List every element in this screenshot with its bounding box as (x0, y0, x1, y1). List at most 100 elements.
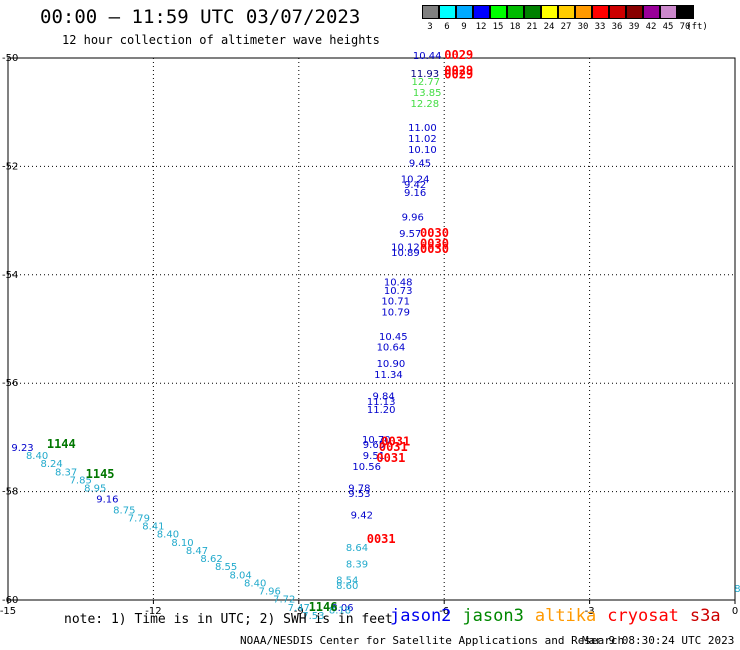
wave-height-label: 10.64 (377, 343, 406, 354)
pass-time-label: 0030 (420, 226, 449, 240)
y-tick-label: -56 (2, 378, 18, 389)
wave-height-label: 11.93 (410, 69, 439, 80)
pass-time-label: 0029 (444, 48, 473, 62)
wave-height-label: 8.55 (215, 562, 237, 573)
satellite-legend: jason2 jason3 altika cryosat s3a (390, 606, 732, 626)
wave-height-label: 9.84 (372, 391, 394, 402)
pass-time-label: 0031 (367, 532, 396, 546)
wave-height-label: 10.45 (379, 332, 408, 343)
wave-height-label: 8.60 (336, 581, 358, 592)
wave-height-label: 8 (734, 584, 740, 595)
scale-swatch (677, 5, 694, 19)
wave-height-label: 8.40 (26, 451, 48, 462)
wave-height-label: 10.71 (381, 297, 410, 308)
scale-label: 39 (628, 22, 640, 32)
wave-height-label: 11.00 (408, 123, 437, 134)
x-tick-label: -3 (585, 606, 595, 617)
wave-height-label: 9.16 (404, 188, 426, 199)
scale-swatch (456, 5, 473, 19)
wave-height-label: 12.28 (410, 99, 439, 110)
scale-label: 3 (427, 22, 433, 32)
wave-height-label: 10.10 (408, 145, 437, 156)
wave-height-label: 9.78 (348, 484, 370, 495)
scale-label: 42 (645, 22, 657, 32)
scale-label: 9 (461, 22, 467, 32)
scale-label: 15 (492, 22, 504, 32)
scale-label: 30 (577, 22, 589, 32)
wave-height-label: 9.96 (402, 213, 424, 224)
scale-label: 6 (444, 22, 450, 32)
wave-height-label: 8.41 (142, 522, 164, 533)
plot-frame (7, 57, 736, 601)
wave-height-label: 10.90 (377, 359, 406, 370)
wave-height-label: 10.79 (381, 307, 410, 318)
scale-swatch (609, 5, 626, 19)
wave-height-label: 12.77 (411, 77, 440, 88)
wave-height-label: 7.96 (259, 587, 281, 598)
scale-label: 70 (679, 22, 691, 32)
scale-label: 21 (526, 22, 538, 32)
wave-height-label: 8.64 (346, 543, 368, 554)
wave-height-label: 8.39 (346, 559, 368, 570)
scale-unit: (ft) (686, 22, 708, 32)
scale-swatch (626, 5, 643, 19)
scale-swatch (592, 5, 609, 19)
scale-swatch (473, 5, 490, 19)
wave-height-label: 8.18 (329, 606, 351, 617)
wave-height-label: 10.24 (401, 175, 430, 186)
y-tick-label: -60 (2, 595, 18, 606)
y-tick-label: -52 (2, 161, 18, 172)
x-tick-label: -15 (0, 606, 16, 617)
y-tick-label: -50 (2, 53, 18, 64)
wave-height-label: 10.70 (362, 435, 391, 446)
wave-height-label: 7.53 (302, 611, 324, 622)
y-tick-label: -54 (2, 270, 18, 281)
wave-height-label: 9.53 (348, 489, 370, 500)
satellite-legend-entry: jason2 (390, 606, 452, 626)
pass-time-label: 0031 (379, 440, 408, 454)
wave-height-label: 11.34 (374, 370, 403, 381)
wave-height-label: 10.56 (352, 462, 381, 473)
x-tick-label: -6 (439, 606, 449, 617)
scale-label: 18 (509, 22, 521, 32)
wave-height-label: 7.79 (128, 513, 150, 524)
wave-height-label: 9.16 (96, 494, 118, 505)
wave-height-label: 11.13 (367, 397, 396, 408)
scale-label: 27 (560, 22, 572, 32)
scale-swatch (524, 5, 541, 19)
scale-swatch (490, 5, 507, 19)
pass-time-label: 1144 (47, 437, 76, 451)
scale-swatch (558, 5, 575, 19)
wave-height-label: 13.85 (413, 88, 442, 99)
wave-height-label: 8.75 (113, 505, 135, 516)
wave-height-label: 7.47 (288, 603, 310, 614)
wave-height-label: 8.04 (230, 570, 252, 581)
pass-time-label: 0030 (420, 242, 449, 256)
pass-time-label: 0029 (444, 63, 473, 77)
y-tick-label: -58 (2, 487, 18, 498)
scale-label: 33 (594, 22, 606, 32)
scale-swatch (575, 5, 592, 19)
wave-height-label: 10.44 (413, 51, 442, 62)
scale-swatch (422, 5, 439, 19)
wave-height-label: 8.40 (157, 530, 179, 541)
wave-height-label: 8.10 (171, 538, 193, 549)
footnote: note: 1) Time is in UTC; 2) SWH is in fe… (64, 612, 393, 627)
axes: -15 -12 -9 -6 -3 0 -50 -52 -54 -56 -58 -60 (0, 53, 738, 617)
satellite-legend-entry: jason3 (462, 606, 524, 626)
scale-label: 24 (543, 22, 555, 32)
wave-height-label: 9.42 (351, 511, 373, 522)
wave-height-label: 7.72 (273, 595, 295, 606)
x-tick-label: -12 (145, 606, 161, 617)
wave-height-label: 11.02 (408, 134, 437, 145)
wave-height-label: 8.37 (55, 467, 77, 478)
wave-height-label: 8.95 (84, 484, 106, 495)
scale-label: 36 (611, 22, 623, 32)
pass-time-label: 0031 (376, 451, 405, 465)
wave-height-label: 10.12 (391, 242, 420, 253)
wave-height-label: 9.23 (11, 443, 33, 454)
generated-timestamp: Mar 9 08:30:24 UTC 2023 (582, 634, 735, 647)
wave-height-label: 8.54 (336, 576, 358, 587)
